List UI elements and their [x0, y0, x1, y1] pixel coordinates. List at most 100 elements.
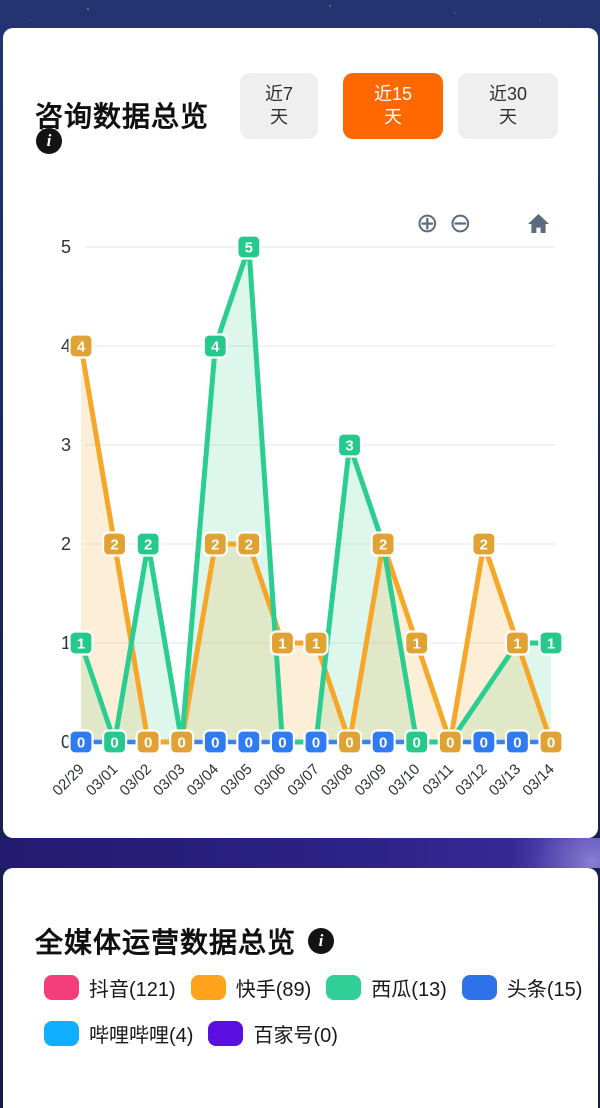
info-icon[interactable]: i: [308, 928, 335, 955]
svg-text:5: 5: [245, 240, 253, 257]
consult-line-chart[interactable]: 01234502/2903/0103/0203/0303/0403/0503/0…: [3, 28, 598, 828]
svg-text:2: 2: [144, 537, 152, 554]
x-tick-label: 03/12: [452, 761, 491, 800]
legend-swatch: [461, 975, 497, 1000]
legend-item[interactable]: 头条(15): [461, 973, 583, 1002]
range-button-1[interactable]: 近15 天: [343, 73, 443, 139]
svg-text:0: 0: [547, 735, 555, 752]
x-tick-label: 03/05: [217, 761, 256, 800]
svg-text:4: 4: [77, 339, 86, 356]
legend-item[interactable]: 哔哩哔哩(4): [44, 1019, 193, 1048]
legend-item[interactable]: 抖音(121): [44, 973, 176, 1002]
svg-text:1: 1: [513, 636, 521, 653]
range-button-2[interactable]: 近30 天: [458, 73, 558, 139]
range-button-label: 近30: [488, 84, 528, 104]
range-button-label: 近15: [373, 84, 413, 104]
x-tick-label: 03/07: [284, 761, 323, 800]
legend-swatch: [44, 1021, 79, 1046]
svg-text:0: 0: [211, 735, 219, 752]
svg-text:0: 0: [245, 735, 253, 752]
consult-card-title: 咨询数据总览: [35, 100, 210, 132]
y-tick-label: 1: [61, 633, 71, 653]
x-tick-label: 02/29: [49, 761, 88, 800]
svg-text:2: 2: [245, 537, 253, 554]
x-tick-label: 03/10: [385, 761, 424, 800]
legend-item[interactable]: 西瓜(13): [326, 973, 447, 1002]
home-icon[interactable]: [527, 213, 550, 239]
svg-text:0: 0: [144, 735, 152, 752]
svg-text:0: 0: [178, 735, 186, 752]
svg-text:0: 0: [446, 735, 454, 752]
media-legend: 抖音(121) 快手(89) 西瓜(13) 头条(15) 哔哩哔哩(4) 百家号(0): [44, 973, 582, 1048]
media-card-title: 全媒体运营数据总览: [35, 927, 297, 959]
svg-text:4: 4: [211, 339, 220, 356]
x-axis-labels: 02/2903/0103/0203/0303/0403/0503/0603/07…: [49, 761, 558, 800]
y-tick-label: 3: [61, 435, 71, 455]
svg-text:1: 1: [312, 636, 320, 653]
zoom-in-icon[interactable]: ⊕: [416, 208, 439, 238]
range-button-label: 天: [499, 107, 517, 127]
svg-text:0: 0: [312, 735, 320, 752]
range-button-label: 天: [384, 107, 402, 127]
x-tick-label: 03/08: [318, 761, 357, 800]
y-tick-label: 2: [61, 534, 71, 554]
svg-text:0: 0: [345, 735, 353, 752]
x-tick-label: 03/04: [184, 761, 223, 800]
x-tick-label: 03/02: [116, 761, 155, 800]
svg-text:1: 1: [77, 636, 85, 653]
legend-label: 哔哩哔哩(4): [89, 1025, 194, 1047]
legend-item[interactable]: 快手(89): [190, 973, 312, 1002]
svg-text:1: 1: [547, 636, 555, 653]
info-icon-glyph: i: [46, 131, 52, 150]
x-tick-label: 03/11: [419, 761, 457, 799]
legend-row: 哔哩哔哩(4) 百家号(0): [44, 1019, 582, 1048]
svg-text:1: 1: [413, 636, 421, 653]
x-tick-label: 03/06: [251, 761, 290, 800]
consult-data-card: 咨询数据总览 i 近7 天近15 天近30 天 ⊕ ⊖ 0 1 2 3 4 5 02/29 03/0…: [3, 28, 598, 838]
svg-text:2: 2: [110, 537, 118, 554]
svg-text:0: 0: [513, 735, 521, 752]
chart-toolbox: ⊕ ⊖: [3, 210, 598, 244]
svg-text:2: 2: [379, 537, 387, 554]
y-tick-label: 0: [61, 732, 71, 752]
svg-text:0: 0: [278, 735, 286, 752]
area-西瓜: [81, 247, 551, 742]
svg-text:3: 3: [345, 438, 353, 455]
legend-label: 头条(15): [506, 979, 583, 1001]
svg-text:0: 0: [110, 735, 118, 752]
legend-label: 抖音(121): [89, 979, 176, 1001]
legend-swatch: [326, 975, 362, 1000]
range-button-label: 近7: [264, 84, 293, 104]
svg-text:0: 0: [480, 735, 488, 752]
legend-swatch: [208, 1021, 244, 1046]
x-tick-label: 03/01: [83, 761, 122, 800]
info-icon[interactable]: i: [36, 128, 62, 154]
background-band: [0, 838, 600, 868]
x-tick-label: 03/03: [150, 761, 189, 800]
y-tick-label: 4: [61, 336, 71, 356]
media-title-row: 全媒体运营数据总览 i: [35, 898, 335, 984]
legend-swatch: [190, 975, 226, 1000]
legend-row: 抖音(121) 快手(89) 西瓜(13) 头条(15): [44, 973, 582, 1002]
legend-label: 西瓜(13): [371, 979, 447, 1001]
y-tick-label: 5: [61, 237, 71, 257]
legend-item[interactable]: 百家号(0): [208, 1019, 338, 1048]
legend-label: 快手(89): [235, 979, 312, 1001]
area-fills: [81, 247, 551, 742]
range-button-label: 天: [270, 107, 288, 127]
x-tick-label: 03/13: [486, 761, 525, 800]
range-button-0[interactable]: 近7 天: [240, 73, 318, 139]
svg-text:0: 0: [413, 735, 421, 752]
svg-text:2: 2: [480, 537, 488, 554]
zoom-out-icon[interactable]: ⊖: [449, 208, 472, 238]
x-tick-label: 03/14: [519, 761, 558, 800]
svg-text:1: 1: [278, 636, 286, 653]
legend-swatch: [44, 975, 79, 1000]
x-tick-label: 03/09: [351, 761, 390, 800]
info-icon-glyph: i: [318, 931, 324, 951]
media-data-card: 全媒体运营数据总览 i 抖音(121) 快手(89) 西瓜(13) 头条(15) 哔哩哔…: [3, 868, 598, 1108]
svg-text:0: 0: [379, 735, 387, 752]
data-point-labels: 0 0 0 0 0 0 0 0 0 0 0 0 0 0 0 4 2 2 2 1 1 2 1 2 1 1 2 4 5 3 1: [68, 234, 564, 755]
legend-label: 百家号(0): [253, 1025, 338, 1047]
